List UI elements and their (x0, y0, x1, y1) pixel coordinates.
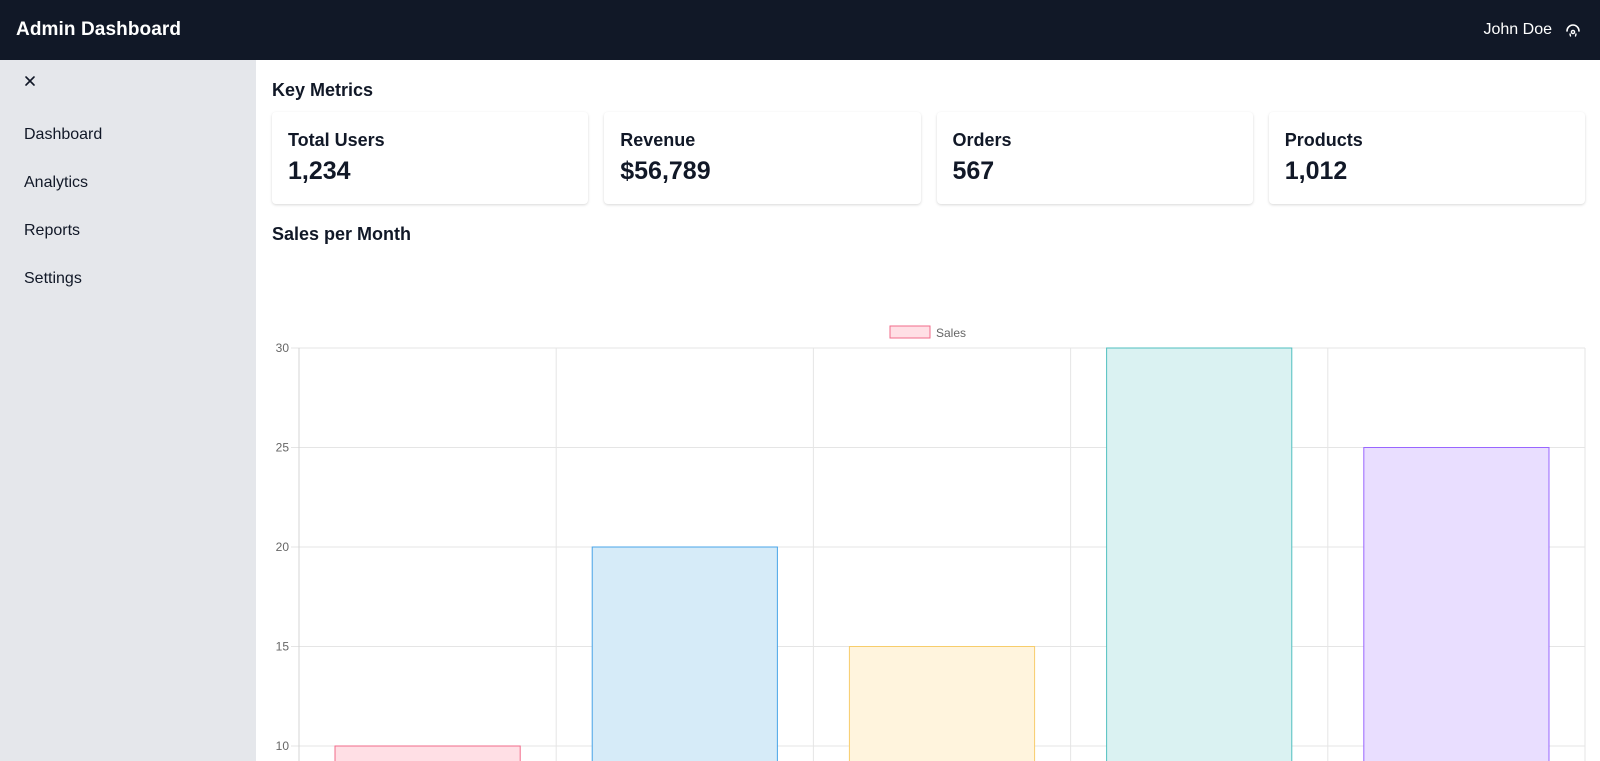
close-sidebar-button[interactable] (19, 72, 41, 94)
y-tick-label: 20 (276, 540, 290, 554)
sidebar-item-reports[interactable]: Reports (24, 222, 81, 239)
sidebar: Dashboard Analytics Reports Settings (0, 60, 256, 761)
bar (591, 546, 778, 761)
metric-label: Total Users (288, 130, 385, 150)
sales-bar-chart: 30 25 20 15 10 Sales (276, 325, 1586, 761)
sales-chart: 30 25 20 15 10 Sales (256, 315, 1600, 761)
close-icon (24, 74, 36, 92)
metric-card-products: Products 1,012 (1268, 112, 1585, 204)
y-tick-label: 10 (276, 739, 290, 753)
legend-label: Sales (936, 326, 966, 340)
metric-label: Orders (952, 130, 1012, 150)
metric-card-total-users: Total Users 1,234 (272, 112, 589, 204)
metric-value: 1,234 (288, 157, 351, 185)
metric-value: 567 (952, 157, 995, 185)
y-tick-label: 30 (276, 341, 290, 355)
sales-chart-title: Sales per Month (272, 224, 412, 244)
legend-swatch (889, 325, 931, 339)
metric-card-orders: Orders 567 (936, 112, 1253, 204)
user-area: John Doe (1484, 19, 1585, 41)
metric-label: Revenue (620, 130, 696, 150)
bar (1363, 447, 1550, 761)
metric-value: $56,789 (620, 157, 711, 185)
bar (334, 745, 521, 761)
bar (1106, 347, 1293, 761)
y-tick-label: 15 (276, 640, 290, 654)
main-content: Key Metrics Total Users 1,234 Revenue $5… (256, 60, 1600, 761)
user-name[interactable]: John Doe (1483, 21, 1553, 38)
metric-label: Products (1284, 130, 1363, 150)
metric-card-revenue: Revenue $56,789 (604, 112, 921, 204)
sidebar-nav: Dashboard Analytics Reports Settings (0, 120, 256, 312)
user-menu-icon[interactable] (1562, 19, 1584, 41)
metrics-row: Total Users 1,234 Revenue $56,789 Orders… (272, 112, 1585, 204)
app-title: Admin Dashboard (16, 19, 182, 40)
bar (848, 646, 1036, 761)
sidebar-item-settings[interactable]: Settings (24, 270, 82, 287)
key-metrics-title: Key Metrics (272, 80, 374, 100)
top-bar: Admin Dashboard John Doe (0, 0, 1600, 60)
sidebar-item-dashboard[interactable]: Dashboard (24, 126, 103, 143)
y-tick-label: 25 (276, 441, 290, 455)
sidebar-item-analytics[interactable]: Analytics (24, 174, 89, 191)
metric-value: 1,012 (1284, 157, 1348, 185)
